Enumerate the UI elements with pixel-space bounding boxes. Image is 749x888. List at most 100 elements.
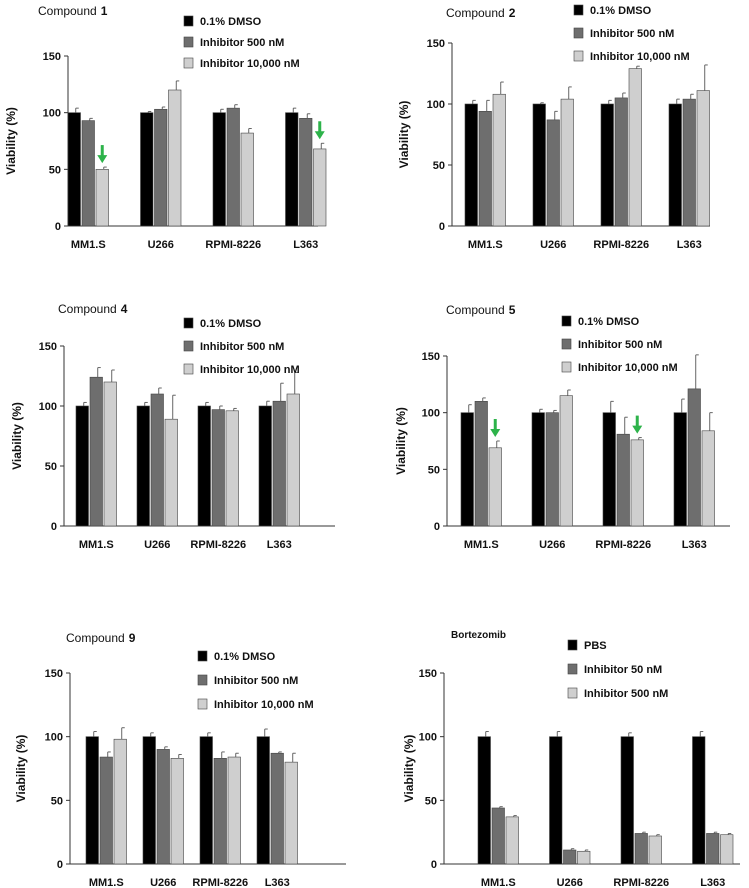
chart-title-text: Compound bbox=[446, 6, 505, 20]
chart-title-number: 5 bbox=[509, 303, 516, 317]
y-tick-label: 50 bbox=[45, 461, 57, 473]
chart-title-number: 2 bbox=[509, 6, 516, 20]
x-category-label: U266 bbox=[150, 877, 176, 888]
bar-l363-series-1 bbox=[258, 405, 272, 527]
legend-swatch bbox=[567, 663, 578, 675]
x-category-label: RPMI-8226 bbox=[613, 877, 669, 888]
bar-rpmi-8226-series-1 bbox=[197, 405, 211, 527]
legend-swatch bbox=[197, 698, 208, 710]
bar-rpmi-8226-series-2 bbox=[614, 97, 628, 227]
bar-u266-series-1 bbox=[549, 736, 563, 865]
chart-title: Compound 1 bbox=[38, 4, 108, 18]
legend-swatch bbox=[183, 36, 194, 48]
y-tick-label: 150 bbox=[419, 668, 437, 680]
y-tick-label: 50 bbox=[49, 164, 61, 176]
bar-rpmi-8226-series-1 bbox=[602, 412, 616, 527]
bar-l363-series-3 bbox=[696, 90, 710, 227]
x-category-label: L363 bbox=[265, 877, 290, 888]
y-tick-label: 100 bbox=[419, 732, 437, 744]
legend-label: Inhibitor 500 nM bbox=[590, 28, 674, 40]
bar-u266-series-3 bbox=[560, 98, 574, 227]
bar-mm1-s-series-2 bbox=[478, 111, 492, 227]
x-category-label: RPMI-8226 bbox=[205, 239, 261, 251]
bar-l363-series-3 bbox=[286, 393, 300, 527]
bar-l363-series-1 bbox=[692, 736, 706, 865]
y-tick-label: 50 bbox=[425, 795, 437, 807]
green-arrow-head bbox=[632, 425, 643, 434]
bar-mm1-s-series-2 bbox=[491, 807, 505, 865]
y-axis-label: Viability (%) bbox=[397, 101, 411, 169]
bar-l363-series-2 bbox=[682, 98, 696, 227]
legend-swatch bbox=[573, 50, 584, 62]
legend-label: Inhibitor 10,000 nM bbox=[200, 58, 300, 70]
bar-u266-series-3 bbox=[577, 850, 591, 865]
x-category-label: U266 bbox=[144, 539, 170, 551]
bar-l363-series-2 bbox=[270, 752, 284, 865]
bar-mm1-s-series-1 bbox=[477, 736, 491, 865]
chart-title-number: 4 bbox=[121, 302, 128, 316]
bar-u266-series-2 bbox=[150, 393, 164, 527]
y-tick-label: 150 bbox=[45, 668, 63, 680]
bar-rpmi-8226-series-3 bbox=[648, 835, 662, 865]
y-tick-label: 100 bbox=[43, 108, 61, 120]
legend-swatch bbox=[561, 315, 572, 327]
y-tick-label: 150 bbox=[39, 341, 57, 353]
bar-mm1-s-series-1 bbox=[75, 405, 89, 527]
bar-rpmi-8226-series-3 bbox=[227, 756, 241, 865]
bar-u266-series-3 bbox=[164, 418, 178, 527]
bar-mm1-s-series-3 bbox=[488, 447, 502, 527]
chart-panel-2: Compound 2 Viability (%) 0 50 100 150 MM1.S U266… bbox=[397, 4, 710, 251]
y-tick-label: 0 bbox=[431, 859, 437, 871]
chart-title-number: 9 bbox=[129, 631, 136, 645]
x-category-label: L363 bbox=[293, 239, 318, 251]
bar-u266-series-1 bbox=[531, 412, 545, 527]
legend-swatch bbox=[561, 338, 572, 350]
green-arrow-head bbox=[314, 131, 325, 140]
legend-swatch bbox=[561, 361, 572, 373]
legend-swatch bbox=[573, 4, 584, 16]
chart-title: Compound 2 bbox=[446, 6, 516, 20]
legend-label: Inhibitor 500 nM bbox=[214, 675, 298, 687]
bar-u266-series-3 bbox=[170, 758, 184, 865]
bar-l363-series-3 bbox=[313, 148, 327, 227]
bar-l363-series-2 bbox=[299, 118, 313, 227]
legend-label: Inhibitor 10,000 nM bbox=[590, 51, 690, 63]
bar-l363-series-3 bbox=[284, 761, 298, 865]
y-tick-label: 150 bbox=[43, 51, 61, 63]
y-tick-label: 150 bbox=[427, 38, 445, 50]
legend-swatch bbox=[183, 363, 194, 375]
bar-mm1-s-series-3 bbox=[492, 93, 506, 227]
bar-rpmi-8226-series-2 bbox=[616, 433, 630, 527]
legend-label: 0.1% DMSO bbox=[578, 316, 640, 328]
bar-u266-series-3 bbox=[168, 89, 182, 227]
bar-rpmi-8226-series-1 bbox=[199, 736, 213, 865]
y-tick-label: 50 bbox=[51, 795, 63, 807]
bar-u266-series-1 bbox=[532, 103, 546, 227]
bar-rpmi-8226-series-3 bbox=[225, 410, 239, 527]
x-category-label: RPMI-8226 bbox=[595, 539, 651, 551]
x-category-label: L363 bbox=[267, 539, 292, 551]
x-category-label: U266 bbox=[540, 239, 566, 251]
bar-u266-series-1 bbox=[140, 112, 154, 227]
chart-title: Compound 9 bbox=[66, 631, 136, 645]
bar-l363-series-3 bbox=[720, 834, 734, 865]
y-tick-label: 0 bbox=[439, 221, 445, 233]
chart-title: Compound 4 bbox=[58, 302, 128, 316]
legend-label: 0.1% DMSO bbox=[214, 651, 276, 663]
y-tick-label: 50 bbox=[428, 464, 440, 476]
legend-label: Inhibitor 50 nM bbox=[584, 664, 662, 676]
legend-label: Inhibitor 10,000 nM bbox=[214, 699, 314, 711]
bar-rpmi-8226-series-2 bbox=[226, 107, 240, 227]
legend-swatch bbox=[573, 27, 584, 39]
x-category-label: L363 bbox=[682, 539, 707, 551]
bar-l363-series-1 bbox=[285, 112, 299, 227]
bar-l363-series-2 bbox=[272, 400, 286, 527]
legend-swatch bbox=[183, 340, 194, 352]
y-tick-label: 100 bbox=[422, 408, 440, 420]
chart-title: Bortezomib bbox=[451, 630, 506, 641]
green-arrow-head bbox=[97, 155, 108, 164]
y-tick-label: 100 bbox=[39, 401, 57, 413]
y-tick-label: 50 bbox=[433, 160, 445, 172]
bar-rpmi-8226-series-1 bbox=[600, 103, 614, 227]
x-category-label: MM1.S bbox=[468, 239, 503, 251]
